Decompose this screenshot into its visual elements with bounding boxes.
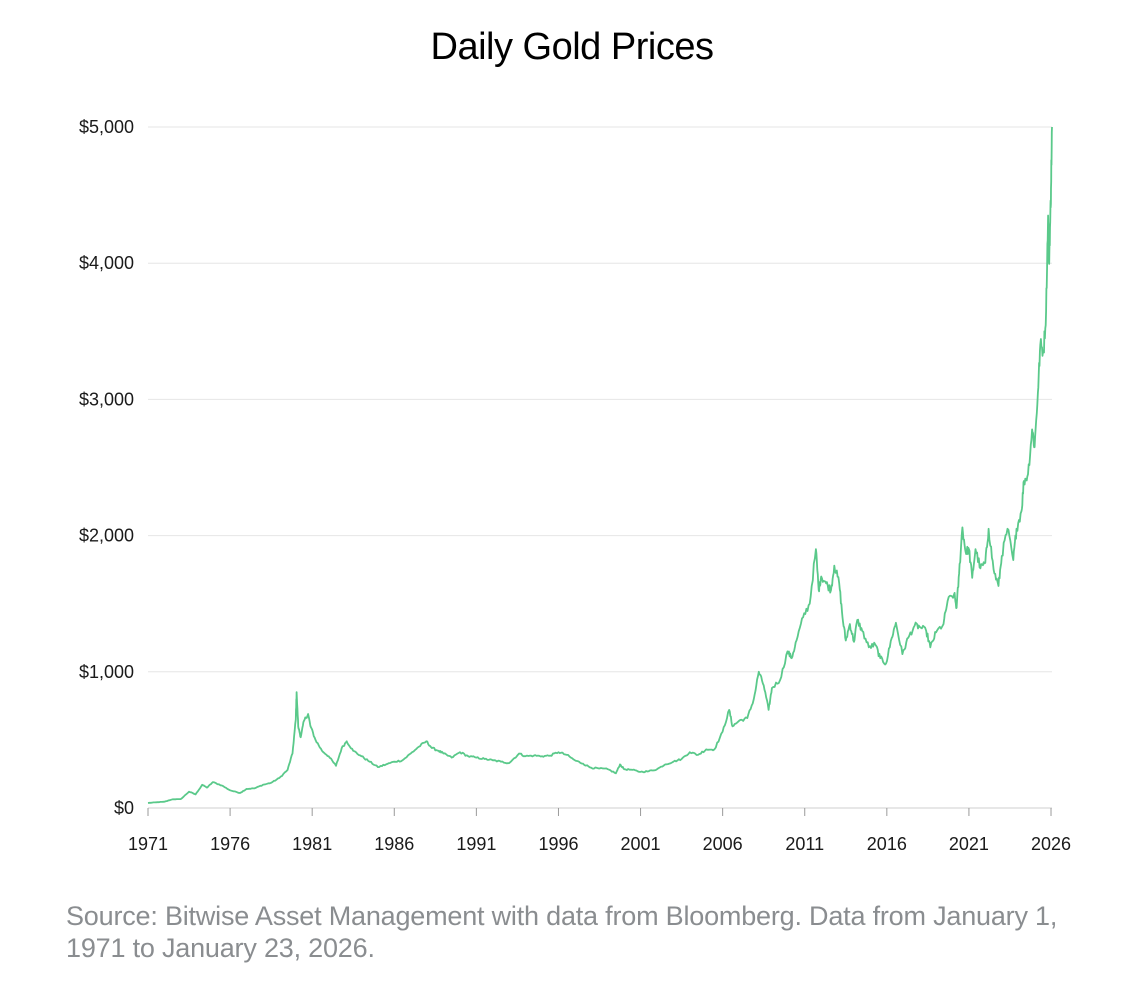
y-tick-label: $3,000 — [79, 389, 134, 409]
grid-lines — [148, 126, 1052, 673]
x-tick-label: 2016 — [867, 834, 907, 854]
chart-title: Daily Gold Prices — [430, 26, 714, 68]
x-axis: 1971 1976 1981 1986 1991 1996 2001 2006 2011 2016… — [128, 807, 1071, 854]
x-tick-label: 1971 — [128, 834, 168, 854]
y-tick-label: $2,000 — [79, 526, 134, 546]
source-note: Source: Bitwise Asset Management with da… — [66, 901, 1058, 963]
x-tick-label: 2011 — [785, 834, 824, 854]
x-tick-label: 2001 — [621, 834, 661, 854]
x-tick-label: 2026 — [1031, 834, 1071, 854]
x-tick-label: 1996 — [538, 834, 578, 854]
x-tick-label: 1981 — [292, 834, 332, 854]
x-tick-label: 2021 — [949, 834, 989, 854]
y-tick-label: $4,000 — [79, 253, 134, 273]
y-tick-label: $0 — [114, 798, 134, 818]
series-layer — [147, 126, 1053, 804]
y-tick-label: $1,000 — [79, 662, 134, 682]
series-line-gold-price — [147, 126, 1053, 804]
x-tick-label: 1991 — [456, 834, 496, 854]
x-tick-label: 1986 — [374, 834, 414, 854]
x-tick-label: 1976 — [210, 834, 250, 854]
y-tick-label: $5,000 — [79, 117, 134, 137]
x-tick-label: 2006 — [703, 834, 743, 854]
y-axis: $0 $1,000 $2,000 $3,000 $4,000 $5,000 — [79, 117, 134, 818]
chart-area: 1971 1976 1981 1986 1991 1996 2001 2006 2011 2016… — [79, 117, 1071, 854]
